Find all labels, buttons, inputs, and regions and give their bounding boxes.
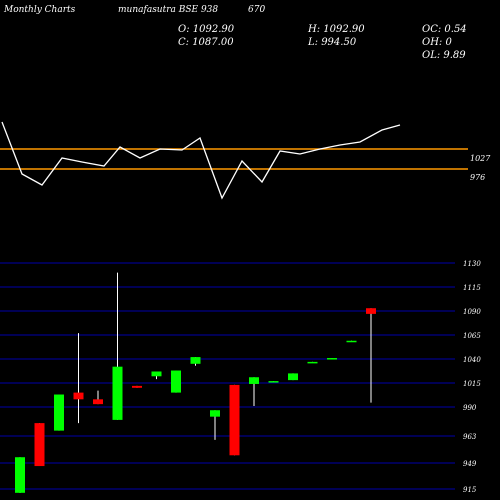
candle-body [93,399,103,405]
candle-body [54,394,64,431]
close-value: C: 1087.00 [178,37,234,48]
level-label-lower: 976 [470,173,485,182]
y-tick-label: 1115 [463,284,481,292]
header-extra: 670 [248,5,265,15]
y-tick-label: 1040 [463,356,481,364]
candle-body [34,423,45,467]
level-label-upper: 1027 [470,154,491,163]
y-tick-label: 915 [463,486,477,494]
open-value: O: 1092.90 [178,24,235,35]
y-tick-label: 1065 [463,332,481,340]
candle-body [288,373,298,381]
price-axis: 1130 1115 1090 1065 1040 1015 990 963 949 915 [463,260,481,494]
candle-body [15,457,25,493]
candle-body [346,340,357,343]
candle-body [132,385,142,388]
ol-value: OL: 9.89 [422,50,466,61]
oh-value: OH: 0 [422,37,452,48]
high-value: H: 1092.90 [307,24,365,35]
candle-body [171,370,181,393]
y-tick-label: 1130 [463,260,481,268]
candlestick-series [15,272,376,493]
candle-body [210,410,220,417]
candle-body [229,384,240,456]
candle-body [268,381,279,383]
indicator-series-line [1,121,401,200]
candle-body [151,371,162,377]
chart-title: Monthly Charts [3,5,76,15]
candle-body [366,308,376,314]
y-tick-label: 1015 [463,380,481,388]
low-value: L: 994.50 [307,37,357,48]
price-grid [0,262,455,490]
y-tick-label: 963 [463,433,477,441]
exchange-symbol: munafasutra BSE 938 [118,5,218,15]
y-tick-label: 1090 [463,308,481,316]
candle-body [249,377,259,384]
candle-body [73,392,84,400]
candle-body [307,361,318,364]
y-tick-label: 949 [463,460,477,468]
candle-body [190,357,201,364]
candle-body [112,366,123,420]
y-tick-label: 990 [463,404,477,412]
candle-body [327,358,337,360]
oc-value: OC: 0.54 [422,24,467,35]
indicator-panel: 1027 976 [0,121,491,200]
